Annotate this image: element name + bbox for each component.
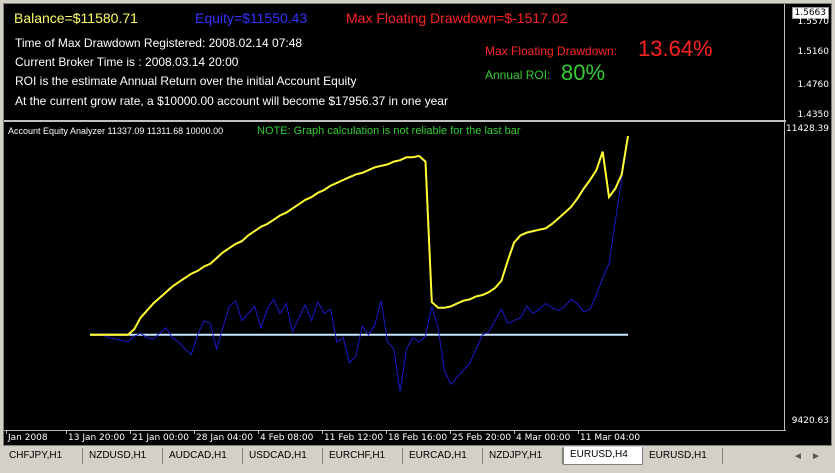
max-floating-drawdown-text: Max Floating Drawdown=$-1517.02	[346, 10, 568, 26]
time-tick	[258, 431, 259, 434]
chart-tab[interactable]: EURCHF,H1	[323, 448, 403, 464]
annual-roi-value: 80%	[561, 60, 606, 85]
chart-tab[interactable]: NZDJPY,H1	[483, 448, 563, 464]
time-axis-label: 4 Mar 00:00	[516, 433, 571, 443]
time-axis-label: 13 Jan 20:00	[68, 433, 125, 443]
drawdown-pct-value: 13.64%	[638, 36, 713, 61]
indicator-note: NOTE: Graph calculation is not reliable …	[257, 125, 521, 137]
indicator-max-label: 11428.39	[786, 124, 829, 134]
time-axis-label: 28 Jan 04:00	[196, 433, 253, 443]
chart-tab[interactable]: USDCAD,H1	[243, 448, 323, 464]
roi-note: ROI is the estimate Annual Return over t…	[15, 74, 357, 88]
time-tick	[322, 431, 323, 434]
chart-tab[interactable]: EURUSD,H4	[563, 447, 643, 465]
price-scale-main[interactable]: 1.5663 1.5570 1.5160 1.4760 1.4350	[784, 4, 831, 120]
balance-text: Balance=$11580.71	[14, 10, 138, 26]
equity-series-line	[90, 135, 629, 392]
price-tick-label: 1.4760	[797, 80, 830, 90]
equity-chart	[90, 135, 629, 392]
time-axis-label: 11 Mar 04:00	[580, 433, 641, 443]
annual-roi-label: Annual ROI:	[485, 68, 551, 82]
time-axis-label: 25 Feb 20:00	[452, 433, 512, 443]
broker-time: Current Broker Time is : 2008.03.14 20:0…	[15, 55, 239, 69]
chart-tab[interactable]: AUDCAD,H1	[163, 448, 243, 464]
equity-text: Equity=$11550.43	[195, 10, 308, 26]
chart-window[interactable]: Balance=$11580.71 Equity=$11550.43 Max F…	[3, 3, 832, 446]
chart-tab[interactable]: EURUSD,H1	[643, 448, 723, 464]
chart-tab[interactable]: CHFJPY,H1	[3, 448, 83, 464]
balance-series-line	[90, 135, 629, 336]
window-divider[interactable]	[4, 120, 786, 122]
time-tick	[386, 431, 387, 434]
time-axis-label: 4 Feb 08:00	[260, 433, 314, 443]
price-tick-label: 1.4350	[797, 110, 830, 120]
drawdown-pct-label: Max Floating Drawdown:	[485, 44, 618, 58]
price-scale-indicator[interactable]: 11428.39 9420.63	[784, 122, 831, 431]
time-tick	[66, 431, 67, 434]
grow-rate-note: At the current grow rate, a $10000.00 ac…	[15, 94, 448, 108]
time-tick	[578, 431, 579, 434]
chart-tabs: CHFJPY,H1 NZDUSD,H1 AUDCAD,H1 USDCAD,H1 EURC…	[3, 447, 832, 465]
price-tick-label: 1.5570	[797, 17, 830, 27]
chart-tab[interactable]: EURCAD,H1	[403, 448, 483, 464]
time-tick	[194, 431, 195, 434]
time-axis[interactable]: Jan 2008 13 Jan 20:00 21 Jan 00:00 28 Jan 0…	[4, 430, 786, 445]
time-axis-label: 11 Feb 12:00	[324, 433, 384, 443]
tab-scroll-right-icon[interactable]: ►	[811, 451, 821, 462]
time-tick	[514, 431, 515, 434]
time-of-max-drawdown: Time of Max Drawdown Registered: 2008.02…	[15, 36, 303, 50]
chart-tab[interactable]: NZDUSD,H1	[83, 448, 163, 464]
indicator-label: Account Equity Analyzer 11337.09 11311.6…	[8, 126, 224, 136]
time-axis-label: 18 Feb 16:00	[388, 433, 448, 443]
indicator-min-label: 9420.63	[791, 416, 829, 426]
time-tick	[6, 431, 7, 434]
time-axis-label: Jan 2008	[8, 433, 48, 443]
time-tick	[130, 431, 131, 434]
time-tick	[450, 431, 451, 434]
tab-scroll-left-icon[interactable]: ◄	[793, 451, 803, 462]
price-tick-label: 1.5160	[797, 47, 830, 57]
time-axis-label: 21 Jan 00:00	[132, 433, 189, 443]
current-price-label: 1.5663	[791, 7, 829, 19]
